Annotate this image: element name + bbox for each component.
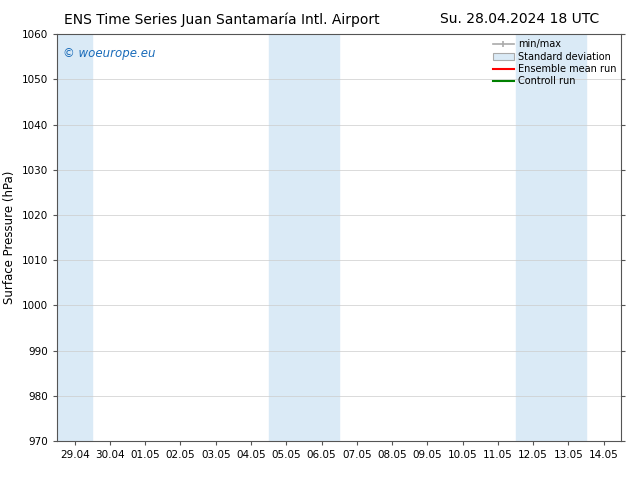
Bar: [515, 34, 586, 441]
Text: ENS Time Series Juan Santamaría Intl. Airport: ENS Time Series Juan Santamaría Intl. Ai…: [64, 12, 380, 27]
Bar: [57, 34, 93, 441]
Bar: [269, 34, 339, 441]
Text: Su. 28.04.2024 18 UTC: Su. 28.04.2024 18 UTC: [440, 12, 600, 26]
Y-axis label: Surface Pressure (hPa): Surface Pressure (hPa): [3, 171, 16, 304]
Text: © woeurope.eu: © woeurope.eu: [63, 47, 155, 59]
Legend: min/max, Standard deviation, Ensemble mean run, Controll run: min/max, Standard deviation, Ensemble me…: [491, 37, 618, 88]
